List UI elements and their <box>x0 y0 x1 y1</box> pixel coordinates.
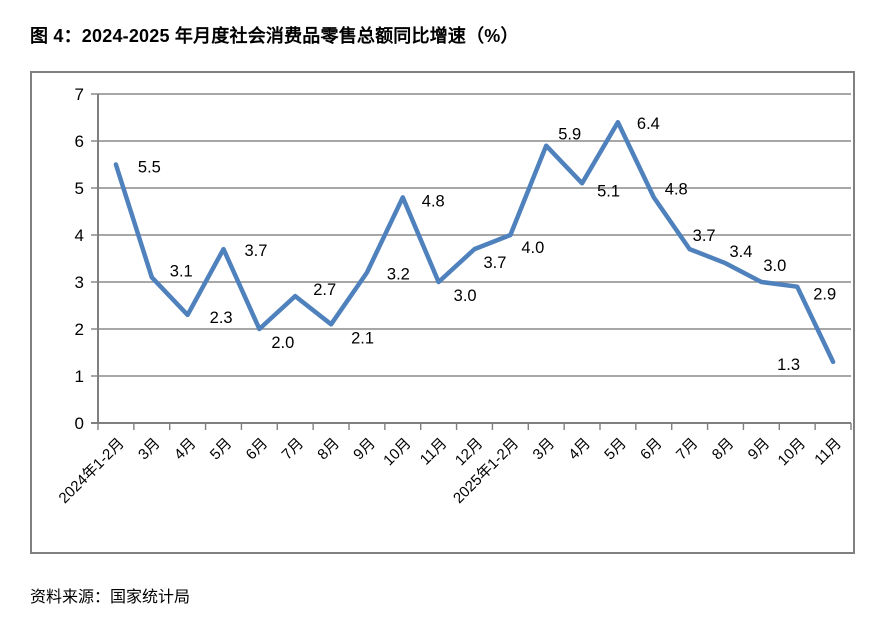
data-point-label: 3.7 <box>484 254 507 272</box>
x-tick-label: 10月 <box>775 435 809 469</box>
x-tick-label: 7月 <box>673 435 702 464</box>
y-tick-label: 2 <box>75 320 84 339</box>
data-point-label: 2.3 <box>210 309 233 327</box>
data-point-label: 3.7 <box>693 227 716 245</box>
y-tick-label: 3 <box>75 273 84 292</box>
x-tick-label: 9月 <box>350 435 379 464</box>
figure-title: 图 4：2024-2025 年月度社会消费品零售总额同比增速（%） <box>30 26 519 46</box>
x-tick-label: 3月 <box>530 435 559 464</box>
x-tick-label: 5月 <box>601 435 630 464</box>
data-point-label: 6.4 <box>637 115 660 133</box>
x-tick-label: 4月 <box>171 435 200 464</box>
y-tick-label: 5 <box>75 179 84 198</box>
x-tick-label: 9月 <box>745 435 774 464</box>
data-line <box>113 119 836 365</box>
x-tick-label: 6月 <box>243 435 272 464</box>
y-tick-label: 6 <box>75 132 84 151</box>
data-point-label: 5.9 <box>558 126 581 144</box>
chart-frame: 0 1 2 3 4 5 6 7 2024年1-2月 3月 4月 5月 6月 7月 8月 9月 10月 11月 12月… <box>30 71 855 554</box>
data-point-label: 2.7 <box>313 281 336 299</box>
data-point-label: 4.8 <box>422 192 445 210</box>
data-point-label: 2.9 <box>813 286 836 304</box>
data-point-label: 2.0 <box>271 334 294 352</box>
x-tick-label: 3月 <box>135 435 164 464</box>
data-point-label: 3.4 <box>730 243 753 261</box>
x-tick-label: 8月 <box>314 435 343 464</box>
data-point-label: 5.5 <box>138 159 161 177</box>
y-tick-label: 0 <box>75 414 84 433</box>
source-note: 资料来源：国家统计局 <box>30 589 191 606</box>
data-point-label: 3.7 <box>245 242 268 260</box>
data-point-label: 5.1 <box>597 182 620 200</box>
x-tick-label: 7月 <box>279 435 308 464</box>
x-tick-label: 11月 <box>811 435 845 469</box>
y-tick-label: 7 <box>75 85 84 104</box>
x-tick-label: 4月 <box>565 435 594 464</box>
data-point-label: 3.1 <box>170 262 193 280</box>
x-tick-label: 8月 <box>709 435 738 464</box>
data-point-label: 2.1 <box>351 329 374 347</box>
data-point-label: 4.0 <box>521 239 544 257</box>
data-point-label: 3.2 <box>387 266 410 284</box>
data-point-label: 3.0 <box>763 257 786 275</box>
x-tick-label: 11月 <box>417 435 451 469</box>
x-tick-label: 2024年1-2月 <box>56 435 128 507</box>
x-tick-label: 2025年1-2月 <box>450 435 522 507</box>
y-tick-label: 1 <box>75 367 84 386</box>
x-tick-label: 6月 <box>637 435 666 464</box>
data-point-label: 3.0 <box>454 287 477 305</box>
x-tick-label: 5月 <box>207 435 236 464</box>
y-tick-label: 4 <box>75 226 84 245</box>
x-tick-label: 10月 <box>380 435 414 469</box>
data-point-label: 1.3 <box>777 356 800 374</box>
data-point-label: 4.8 <box>665 180 688 198</box>
